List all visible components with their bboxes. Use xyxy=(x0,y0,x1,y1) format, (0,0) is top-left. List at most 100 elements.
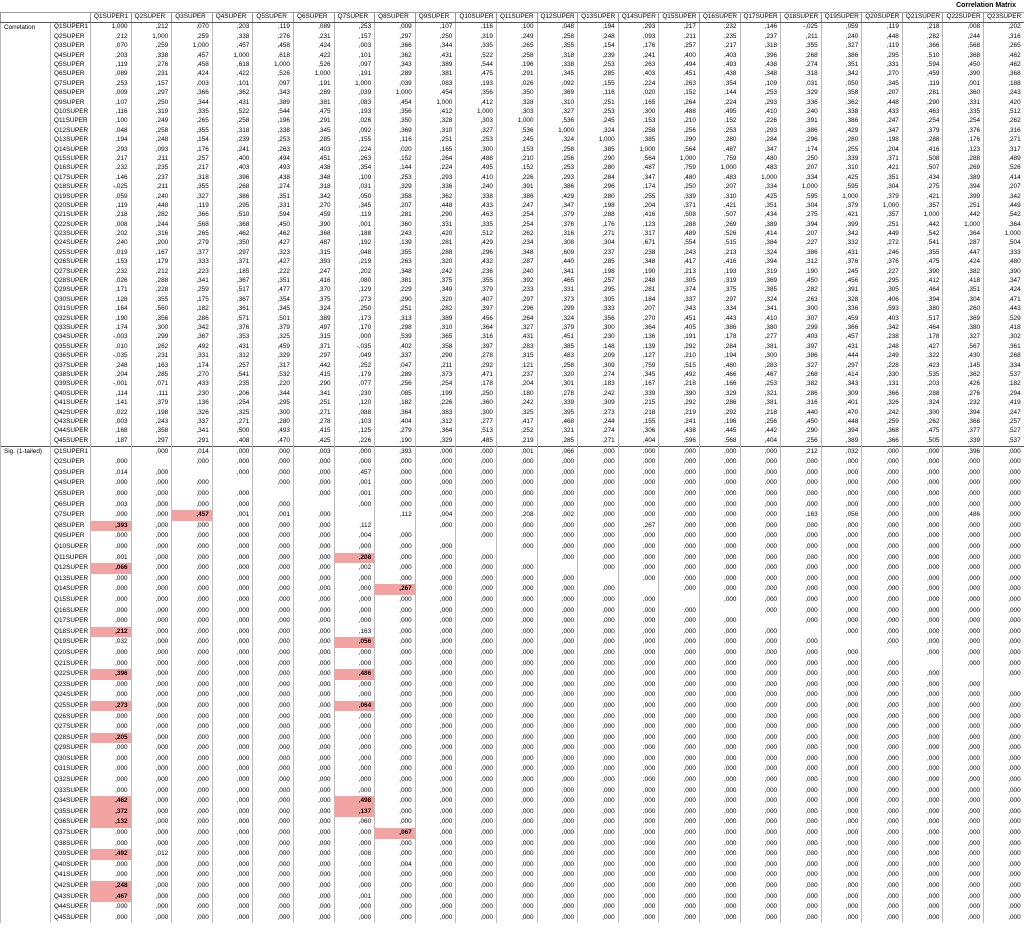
cell: ,178 xyxy=(698,332,741,343)
cell: ,000 xyxy=(292,647,335,659)
cell: ,000 xyxy=(495,806,538,818)
cell: ,000 xyxy=(942,488,985,500)
cell: ,000 xyxy=(739,700,782,712)
row-label: Q24SUPER xyxy=(50,238,91,249)
cell: ,000 xyxy=(901,679,944,691)
cell: ,000 xyxy=(333,902,376,913)
cell: ,280 xyxy=(698,135,741,146)
cell: ,475 xyxy=(292,107,335,117)
cell: ,000 xyxy=(658,584,700,595)
cell: ,193 xyxy=(455,79,497,89)
cell: ,008 xyxy=(942,22,985,33)
row-label: Q37SUPER xyxy=(50,361,91,371)
column-header: Q4SUPER xyxy=(211,12,254,23)
cell: ,425 xyxy=(292,436,335,447)
cell: ,526 xyxy=(698,229,741,239)
cell: ,000 xyxy=(942,870,985,881)
cell: ,000 xyxy=(698,817,741,828)
cell: ,000 xyxy=(780,499,822,511)
cell: ,316 xyxy=(536,229,579,239)
cell: ,000 xyxy=(252,563,294,574)
cell: ,327 xyxy=(495,323,538,333)
cell: 1,000 xyxy=(455,107,497,117)
cell: ,000 xyxy=(901,541,944,553)
cell: ,300 xyxy=(901,408,944,418)
cell: ,000 xyxy=(374,700,416,712)
cell: ,000 xyxy=(820,488,863,500)
cell: ,184 xyxy=(617,295,660,305)
cell: ,237 xyxy=(495,370,538,380)
cell: ,305 xyxy=(658,276,700,286)
cell: ,253 xyxy=(536,163,579,174)
cell: ,412 xyxy=(901,276,944,286)
cell: ,000 xyxy=(252,573,294,585)
row-label: Q19SUPER xyxy=(50,637,91,648)
cell: ,000 xyxy=(455,764,497,775)
cell: ,402 xyxy=(374,342,416,352)
cell: ,000 xyxy=(536,584,579,595)
cell: ,000 xyxy=(942,774,985,786)
cell: ,000 xyxy=(495,891,538,903)
cell: ,362 xyxy=(820,98,863,108)
cell: ,369 xyxy=(739,276,782,286)
cell: ,258 xyxy=(536,361,579,371)
cell: ,381 xyxy=(739,342,782,352)
cell: ,000 xyxy=(130,563,173,574)
cell: ,000 xyxy=(942,753,985,765)
cell: ,000 xyxy=(333,880,376,892)
cell: ,324 xyxy=(577,126,619,136)
cell: ,213 xyxy=(698,248,741,258)
cell: ,000 xyxy=(292,870,335,881)
highlighted-cell: ,205 xyxy=(90,732,132,744)
row-label: Q27SUPER xyxy=(50,722,91,733)
cell: ,000 xyxy=(617,658,660,670)
cell: ,000 xyxy=(983,584,1024,595)
cell: ,000 xyxy=(455,594,497,606)
cell: ,237 xyxy=(577,248,619,258)
cell: ,000 xyxy=(901,753,944,765)
cell: ,000 xyxy=(820,563,863,574)
cell: -,025 xyxy=(90,182,132,193)
cell: ,000 xyxy=(780,531,822,542)
cell: ,000 xyxy=(780,520,822,532)
cell: ,333 xyxy=(577,304,619,315)
cell: ,207 xyxy=(698,182,741,193)
cell: ,001 xyxy=(333,220,376,230)
cell: ,003 xyxy=(90,417,132,427)
cell: ,300 xyxy=(130,323,173,333)
highlighted-cell: ,212 xyxy=(90,626,132,638)
cell: ,253 xyxy=(739,88,782,99)
cell: ,093 xyxy=(617,32,660,42)
cell: ,000 xyxy=(739,891,782,903)
column-header: Q3SUPER xyxy=(171,12,213,23)
cell: ,008 xyxy=(333,849,376,860)
cell: ,000 xyxy=(983,690,1024,701)
cell: ,000 xyxy=(414,870,457,881)
cell: ,522 xyxy=(455,51,497,61)
cell: ,000 xyxy=(698,478,741,489)
cell: ,000 xyxy=(333,499,376,511)
cell: ,429 xyxy=(820,126,863,136)
cell: ,397 xyxy=(780,342,822,352)
cell: ,000 xyxy=(414,902,457,913)
cell: ,000 xyxy=(983,467,1024,479)
cell: ,282 xyxy=(901,32,944,42)
cell: ,000 xyxy=(983,445,1024,458)
cell: ,000 xyxy=(942,817,985,828)
cell: ,207 xyxy=(983,182,1024,193)
cell: ,257 xyxy=(983,417,1024,427)
cell: ,003 xyxy=(333,41,376,52)
cell: ,000 xyxy=(171,849,213,860)
table-row: Q23SUPER ,000,000,000,000,000,000,000,000… xyxy=(1,679,1024,691)
cell: ,000 xyxy=(536,774,579,786)
cell: ,000 xyxy=(455,488,497,500)
cell: ,355 xyxy=(171,126,213,136)
cell: ,224 xyxy=(698,98,741,108)
cell: ,211 xyxy=(780,32,822,42)
cell: ,000 xyxy=(658,499,700,511)
empty-cell xyxy=(130,457,173,468)
cell: ,451 xyxy=(536,332,579,343)
cell: ,220 xyxy=(252,379,294,390)
cell: ,000 xyxy=(739,774,782,786)
cell: ,000 xyxy=(414,880,457,892)
